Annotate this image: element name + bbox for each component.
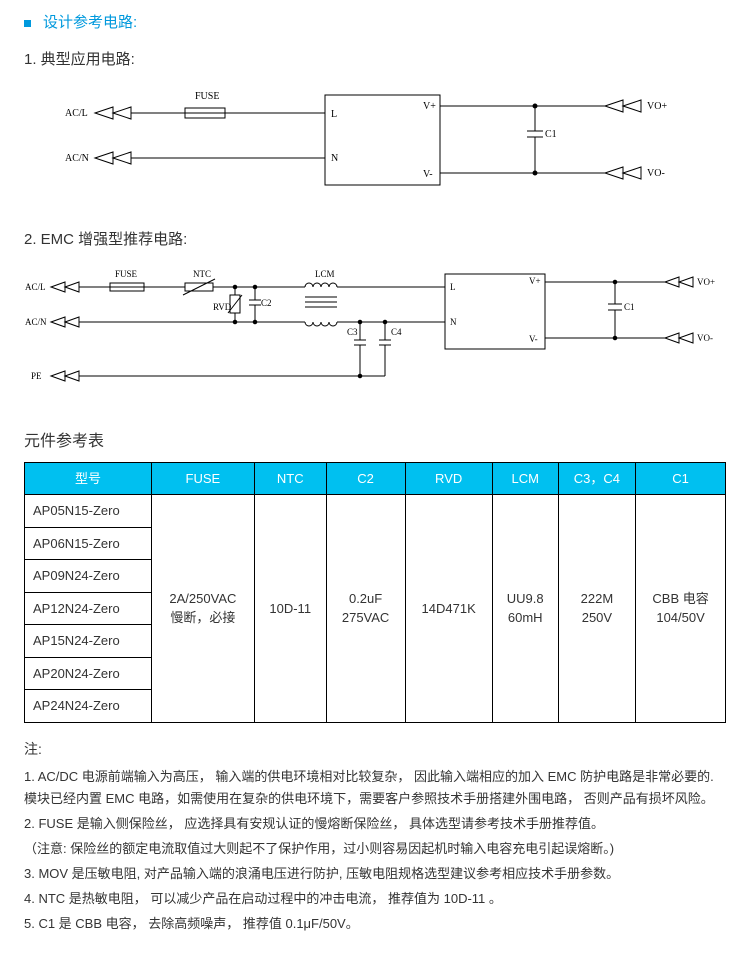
svg-text:V-: V-: [423, 169, 433, 180]
table-header-row: 型号 FUSE NTC C2 RVD LCM C3，C4 C1: [25, 462, 726, 495]
svg-text:VO+: VO+: [697, 277, 715, 287]
section-title: 设计参考电路:: [43, 12, 137, 35]
svg-text:C2: C2: [261, 298, 272, 308]
svg-text:RVD: RVD: [213, 302, 232, 312]
note-2a: （注意: 保险丝的额定电流取值过大则起不了保护作用，过小则容易因起机时输入电容充…: [24, 838, 726, 860]
svg-text:C1: C1: [624, 302, 635, 312]
cell-c2: 0.2uF 275VAC: [326, 495, 405, 723]
svg-text:LCM: LCM: [315, 269, 335, 279]
th-model: 型号: [25, 462, 152, 495]
note-5: 5. C1 是 CBB 电容， 去除高频噪声， 推荐值 0.1μF/50V。: [24, 913, 726, 935]
cell-model: AP05N15-Zero: [25, 495, 152, 528]
svg-text:AC/L: AC/L: [65, 108, 88, 119]
th-c1: C1: [636, 462, 726, 495]
emc-circuit-diagram: AC/L FUSE NTC AC/N RVD C2 LCM: [24, 262, 726, 412]
th-fuse: FUSE: [151, 462, 254, 495]
svg-text:N: N: [331, 153, 338, 164]
cell-lcm: UU9.8 60mH: [492, 495, 558, 723]
cell-model: AP09N24-Zero: [25, 560, 152, 593]
th-ntc: NTC: [254, 462, 326, 495]
cell-model: AP12N24-Zero: [25, 592, 152, 625]
cell-model: AP15N24-Zero: [25, 625, 152, 658]
note-4: 4. NTC 是热敏电阻， 可以减少产品在启动过程中的冲击电流， 推荐值为 10…: [24, 888, 726, 910]
cell-model: AP24N24-Zero: [25, 690, 152, 723]
svg-text:L: L: [331, 109, 337, 120]
bullet-icon: [24, 20, 31, 27]
svg-text:C4: C4: [391, 327, 402, 337]
cell-ntc: 10D-11: [254, 495, 326, 723]
notes-heading: 注:: [24, 739, 726, 760]
notes: 1. AC/DC 电源前端输入为高压， 输入端的供电环境相对比较复杂， 因此输入…: [24, 766, 726, 936]
svg-text:AC/N: AC/N: [25, 317, 47, 327]
note-2: 2. FUSE 是输入侧保险丝， 应选择具有安规认证的慢熔断保险丝， 具体选型请…: [24, 813, 726, 835]
th-rvd: RVD: [405, 462, 492, 495]
svg-text:V+: V+: [529, 276, 541, 286]
svg-text:VO-: VO-: [647, 168, 665, 179]
cell-c3c4: 222M 250V: [558, 495, 635, 723]
th-c2: C2: [326, 462, 405, 495]
note-3: 3. MOV 是压敏电阻, 对产品输入端的浪涌电压进行防护, 压敏电阻规格选型建…: [24, 863, 726, 885]
svg-text:V+: V+: [423, 101, 436, 112]
svg-text:C3: C3: [347, 327, 358, 337]
cell-c1: CBB 电容 104/50V: [636, 495, 726, 723]
svg-text:N: N: [450, 317, 457, 327]
svg-text:AC/N: AC/N: [65, 153, 89, 164]
cell-model: AP06N15-Zero: [25, 527, 152, 560]
svg-text:PE: PE: [31, 371, 42, 381]
svg-text:L: L: [450, 282, 456, 292]
svg-text:NTC: NTC: [193, 269, 211, 279]
svg-text:FUSE: FUSE: [115, 269, 138, 279]
th-lcm: LCM: [492, 462, 558, 495]
circuit2-title: 2. EMC 增强型推荐电路:: [24, 229, 726, 252]
svg-text:VO+: VO+: [647, 101, 667, 112]
typical-circuit-diagram: AC/L FUSE AC/N L N V+ V- C1 VO+ VO-: [24, 81, 726, 211]
th-c3c4: C3，C4: [558, 462, 635, 495]
cell-model: AP20N24-Zero: [25, 657, 152, 690]
svg-text:V-: V-: [529, 334, 538, 344]
note-1: 1. AC/DC 电源前端输入为高压， 输入端的供电环境相对比较复杂， 因此输入…: [24, 766, 726, 810]
circuit1-title: 1. 典型应用电路:: [24, 49, 726, 72]
cell-rvd: 14D471K: [405, 495, 492, 723]
component-table: 型号 FUSE NTC C2 RVD LCM C3，C4 C1 AP05N15-…: [24, 462, 726, 723]
svg-text:AC/L: AC/L: [25, 282, 46, 292]
svg-text:FUSE: FUSE: [195, 91, 219, 102]
cell-fuse: 2A/250VAC 慢断，必接: [151, 495, 254, 723]
svg-text:C1: C1: [545, 129, 557, 140]
table-row: AP05N15-Zero 2A/250VAC 慢断，必接 10D-11 0.2u…: [25, 495, 726, 528]
svg-text:VO-: VO-: [697, 333, 713, 343]
table-title: 元件参考表: [24, 430, 726, 454]
